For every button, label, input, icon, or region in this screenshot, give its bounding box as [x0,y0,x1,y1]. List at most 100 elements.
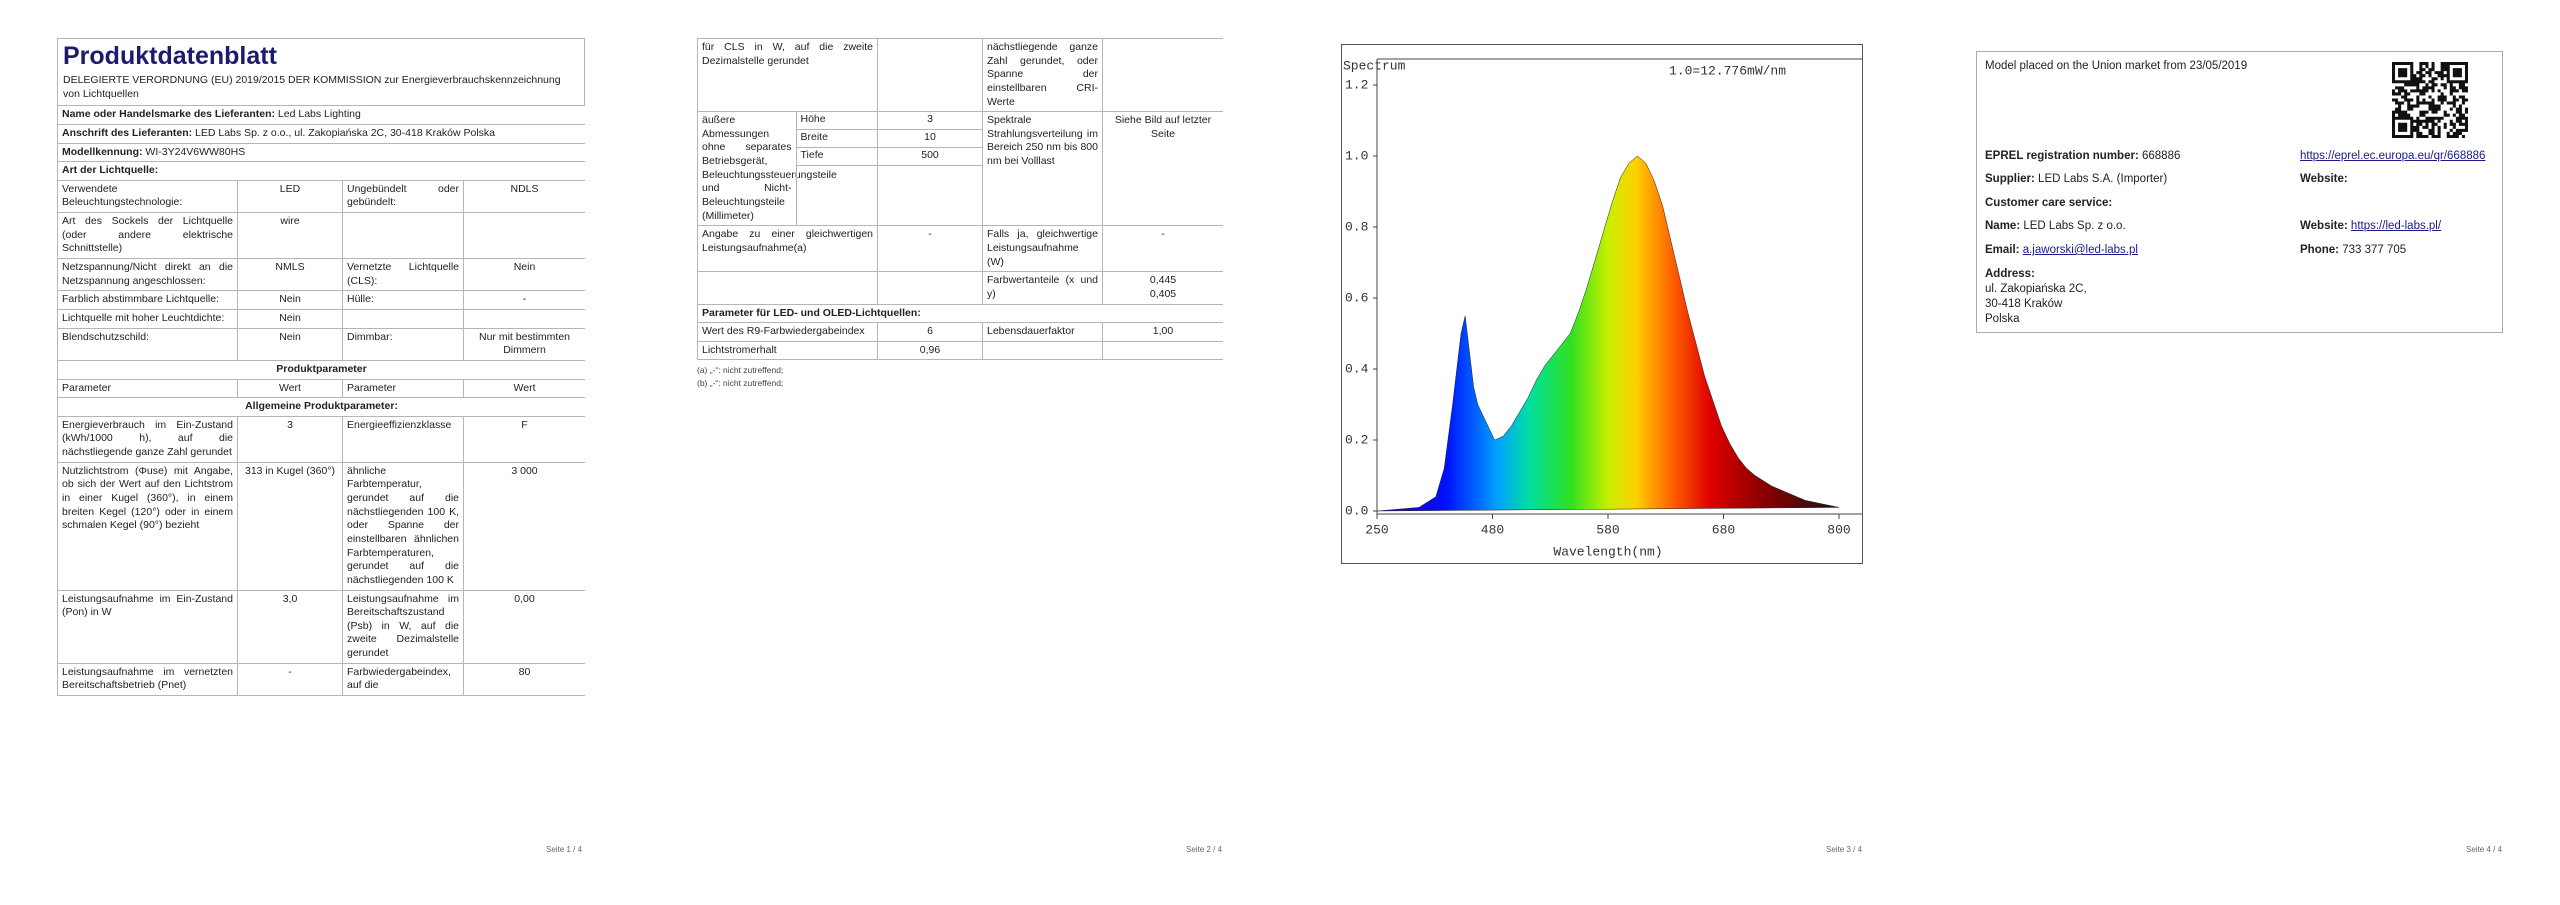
table-row: Produktparameter [57,359,585,380]
care-website: Website: https://led-labs.pl/ [2300,220,2441,232]
table-cell: 3 [237,415,343,463]
table-cell: nächstliegende ganze Zahl gerundet, oder… [982,38,1103,113]
table-cell: Leistungsaufnahme im Ein-Zustand (Pon) i… [57,589,238,664]
info-value: LED Labs Sp. z o.o., ul. Zakopiańska 2C,… [195,126,496,139]
qr-code [2392,62,2468,138]
table-cell: Falls ja, gleichwertige Leistungsaufnahm… [982,225,1103,273]
table-cell: Vernetzte Lichtquelle (CLS): [342,258,464,292]
footnotes: (a) „-“: nicht zutreffend; (b) „-“: nicht… [697,364,1223,390]
page-footer: Seite 2 / 4 [1186,845,1223,854]
y-tick-label: 1.2 [1345,77,1368,92]
table-cell: Wert des R9-Farbwiedergabeindex [697,322,878,342]
dimension-name: Tiefe [796,148,877,167]
label: Name: [1985,220,2021,232]
link[interactable]: https://led-labs.pl/ [2350,220,2442,232]
table-row: Blendschutzschild: Nein Dimmbar: Nur mit be… [57,327,585,361]
table-cell: 3 10 500 [877,111,983,227]
page-2: für CLS in W, auf die zweite Dezimalstel… [697,38,1223,478]
value: LED Labs Sp. z o.o. [2023,220,2126,232]
info-cell: Name oder Handelsmarke des Lieferanten: … [57,105,585,125]
page-1: Produktdatenblatt DELEGIERTE VERORDNUNG … [57,38,585,838]
table-row: Lichtstromerhalt 0,96 [697,340,1223,361]
value: 733 377 705 [2342,244,2407,256]
table-row: Parameter für LED- und OLED-Lichtquellen… [697,303,1223,324]
table-row: Art des Sockels der Lichtquelle (oder an… [57,212,585,260]
info-label: Name oder Handelsmarke des Lieferanten: [62,108,275,121]
table-cell: Siehe Bild auf letzter Seite [1102,111,1223,227]
table-cell: Leistungsaufnahme im Bereitschaftszustan… [342,589,464,664]
page-footer: Seite 4 / 4 [2466,845,2503,854]
table-cell: Nutzlichtstrom (Φuse) mit Angabe, ob sic… [57,461,238,591]
page-footer: Seite 1 / 4 [546,845,583,854]
table-cell: - [237,662,343,696]
info-cell: Modellkennung: WI-3Y24V6WW80HS [57,142,585,163]
label: Website: [2300,173,2348,185]
x-tick-label: 480 [1481,522,1504,537]
table-cell: 313 in Kugel (360°) [237,461,343,591]
data-table: für CLS in W, auf die zweite Dezimalstel… [697,38,1223,361]
table-cell: 0,445 0,405 [1102,271,1223,305]
address-line: Polska [1985,312,2020,325]
y-tick-label: 0.8 [1345,219,1368,234]
address-line: 30-418 Kraków [1985,297,2063,310]
table-cell: für CLS in W, auf die zweite Dezimalstel… [697,38,878,113]
table-cell: - [462,290,585,310]
table-cell: Parameter [57,378,238,399]
x-tick-label: 250 [1365,522,1388,537]
table-cell: Energieeffizienzklasse [342,415,464,463]
y-tick-label: 0.4 [1345,361,1369,376]
table-row: Art der Lichtquelle: [57,161,585,181]
table-cell: Farbwiedergabeindex, auf die [342,662,464,696]
table-cell [342,308,464,329]
table-row: Leistungsaufnahme im Ein-Zustand (Pon) i… [57,589,585,664]
x-tick-label: 580 [1596,522,1619,537]
table-cell: Spektrale Strahlungsverteilung im Bereic… [982,111,1103,227]
table-body: Name oder Handelsmarke des Lieferanten: … [57,105,585,696]
table-row: Anschrift des Lieferanten: LED Labs Sp. … [57,123,585,144]
value: 668886 [2142,150,2181,162]
table-cell [697,271,878,305]
link[interactable]: a.jaworski@led-labs.pl [2022,244,2138,256]
info-cell: Anschrift des Lieferanten: LED Labs Sp. … [57,123,585,144]
table-cell [462,212,585,260]
eprel-link[interactable]: https://eprel.ec.europa.eu/qr/668886 [2300,150,2486,162]
dimension-value: 3 [878,112,982,131]
cell-line: 0,445 [1149,274,1177,287]
table-cell: Farbwertanteile (x und y) [982,271,1103,305]
spectrum-chart: Spectrum 1.0=12.776mW/nm Wavelength(nm) … [1341,44,1863,564]
y-tick-label: 0.0 [1345,503,1368,518]
table-cell: 80 [462,662,585,696]
data-table: Name oder Handelsmarke des Lieferanten: … [57,105,585,696]
cell-line: 0,405 [1149,287,1177,300]
label: Email: [1985,244,2020,256]
table-cell: Lebensdauerfaktor [982,322,1103,342]
dimension-name: Höhe [796,112,877,131]
chart-title: Spectrum [1343,58,1406,73]
table-cell: äußere Abmessungen ohne separates Betrie… [697,111,878,227]
table-cell: Farblich abstimmbare Lichtquelle: [57,290,238,310]
table-cell: Wert [462,378,585,399]
label: Supplier: [1985,173,2035,185]
address-line: ul. Zakopiańska 2C, [1985,282,2087,295]
table-cell: Netzspannung/Nicht direkt an die Netzspa… [57,258,238,292]
label: Phone: [2300,244,2339,256]
care-phone: Phone: 733 377 705 [2300,244,2406,256]
table-cell: Blendschutzschild: [57,327,238,361]
table-cell [982,340,1103,361]
table-row: Nutzlichtstrom (Φuse) mit Angabe, ob sic… [57,461,585,591]
care-heading: Customer care service: [1985,197,2113,209]
info-label: Modellkennung: [62,145,143,158]
annotation: 1.0=12.776mW/nm [1669,63,1786,78]
page-footer: Seite 3 / 4 [1826,845,1863,854]
table-cell [877,38,983,113]
table-cell [342,212,464,260]
table-cell: Verwendete Beleuchtungstechnologie: [57,179,238,214]
info-label: Anschrift des Lieferanten: [62,126,193,139]
table-row: Lichtquelle mit hoher Leuchtdichte: Nein [57,308,585,329]
table-cell: Lichtquelle mit hoher Leuchtdichte: [57,308,238,329]
table-cell [877,271,983,305]
dimension-label: äußere Abmessungen ohne separates Betrie… [702,114,837,222]
table-cell: Nein [237,327,343,361]
heading-cell: Allgemeine Produktparameter: [57,397,585,417]
